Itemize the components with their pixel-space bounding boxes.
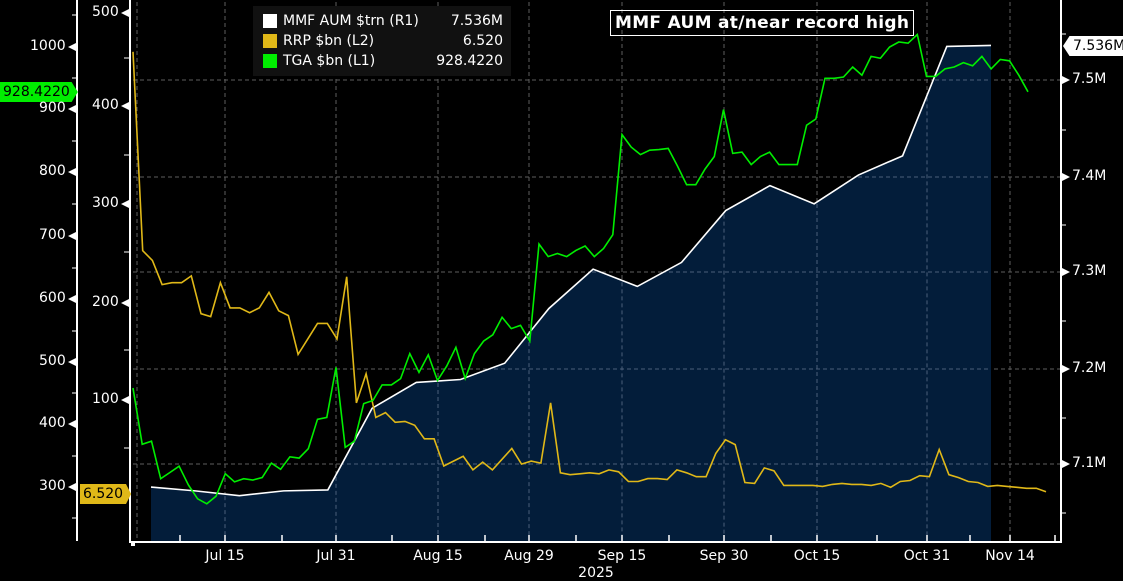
x-tick-label: Sep 15 <box>597 548 647 564</box>
x-tick-label: Jul 31 <box>316 548 356 564</box>
x-tick-label: Aug 15 <box>413 548 463 564</box>
tga-last-value-tag: 928.4220 <box>0 82 78 102</box>
left2-tick-label: 400 <box>92 97 119 113</box>
legend-label: MMF AUM $trn (R1) <box>283 13 419 29</box>
left1-tick-label: 900 <box>39 100 66 116</box>
left2-tick-label: 100 <box>92 391 119 407</box>
mmf-area <box>151 45 991 541</box>
legend-value: 928.4220 <box>436 53 503 69</box>
left1-tick-label: 700 <box>39 227 66 243</box>
legend-value: 7.536M <box>450 13 503 29</box>
left1-tick-label: 800 <box>39 163 66 179</box>
left1-tick-label: 500 <box>39 353 66 369</box>
left2-tick-label: 500 <box>92 4 119 20</box>
axes <box>68 0 1070 546</box>
rrp-line <box>132 51 1047 493</box>
legend-item-tga[interactable]: TGA $bn (L1) 928.4220 <box>263 51 503 71</box>
left1-tick-label: 600 <box>39 290 66 306</box>
right1-tick-label: 7.4M <box>1072 168 1107 184</box>
rrp-last-value-tag: 6.520 <box>80 484 132 504</box>
chart-title: MMF AUM at/near record high <box>610 10 915 36</box>
legend-label: TGA $bn (L1) <box>283 53 376 69</box>
right1-tick-label: 7.1M <box>1072 455 1107 471</box>
legend-swatch-tga <box>263 54 277 68</box>
x-tick-label: Aug 29 <box>504 548 554 564</box>
left1-tick-label: 400 <box>39 415 66 431</box>
x-tick-label: Jul 15 <box>205 548 245 564</box>
tga-line <box>132 32 1029 505</box>
left2-tick-label: 200 <box>92 294 119 310</box>
legend-swatch-mmf <box>263 14 277 28</box>
legend-swatch-rrp <box>263 34 277 48</box>
legend: MMF AUM $trn (R1) 7.536M RRP $bn (L2) 6.… <box>253 6 511 76</box>
right1-tick-label: 7.3M <box>1072 263 1107 279</box>
x-tick-label: Oct 15 <box>793 548 841 564</box>
left1-tick-label: 300 <box>39 478 66 494</box>
x-year-label: 2025 <box>578 565 614 581</box>
legend-item-mmf[interactable]: MMF AUM $trn (R1) 7.536M <box>263 11 503 31</box>
x-tick-label: Oct 31 <box>903 548 951 564</box>
legend-value: 6.520 <box>462 33 503 49</box>
legend-item-rrp[interactable]: RRP $bn (L2) 6.520 <box>263 31 503 51</box>
left2-tick-label: 300 <box>92 195 119 211</box>
x-tick-label: Sep 30 <box>699 548 749 564</box>
right1-tick-label: 7.2M <box>1072 360 1107 376</box>
legend-label: RRP $bn (L2) <box>283 33 375 49</box>
mmf-last-value-tag: 7.536M <box>1063 36 1123 56</box>
mmf-line <box>150 44 992 497</box>
left1-tick-label: 1000 <box>30 38 66 54</box>
right1-tick-label: 7.5M <box>1072 71 1107 87</box>
x-tick-label: Nov 14 <box>985 548 1035 564</box>
